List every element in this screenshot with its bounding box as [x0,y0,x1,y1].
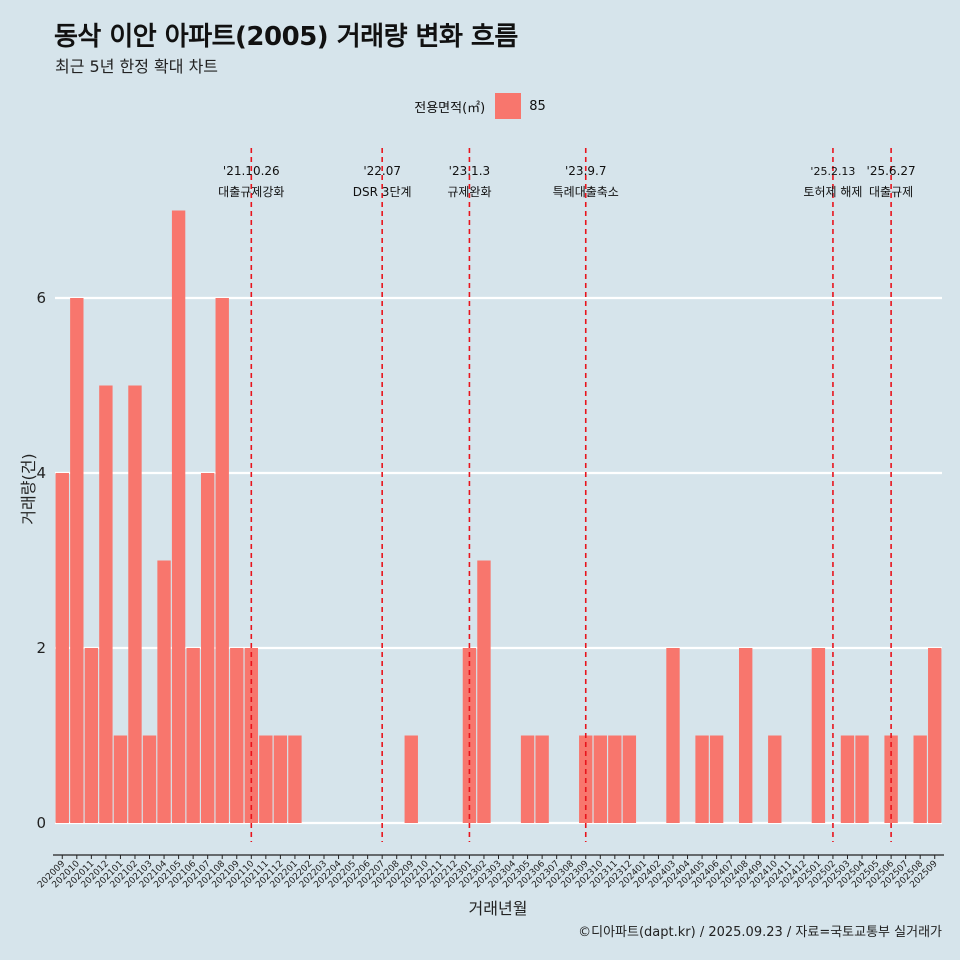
bar-202104 [157,560,171,823]
bar-202508 [913,735,927,823]
bar-202406 [709,735,724,823]
event-date: '21.10.26 [223,164,280,178]
event-label: 대출규제강화 [218,185,284,199]
x-axis: 2020092020102020112020122021012021022021… [36,854,944,890]
event-lines: '21.10.26 대출규제강화 '22.07 DSR 3단계 '23.1.3 규제완화 '… [218,148,916,842]
event-label: 특례대출축소 [553,185,619,199]
bar-202408 [739,648,753,823]
bar-202305 [520,735,535,823]
event-date: '25.6.27 [867,164,916,178]
bar-202302 [477,560,491,823]
y-axis-label: 거래량(건) [19,453,38,524]
bar-202108 [215,298,229,823]
bar-202111 [259,735,273,823]
bar-202106 [186,648,200,823]
legend-item-label: 85 [529,98,546,114]
bar-202403 [666,648,680,823]
legend: 전용면적(㎡) 85 [0,93,960,119]
bar-202503 [840,735,855,823]
legend-title: 전용면적(㎡) [414,100,486,116]
bar-202109 [230,648,244,823]
x-axis-label: 거래년월 [469,899,528,918]
y-tick-label: 6 [36,289,46,307]
bar-202201 [288,735,302,823]
bar-202405 [695,735,709,823]
event-date: '22.07 [363,164,401,178]
bar-202504 [855,735,869,823]
event-label: DSR 3단계 [353,185,412,199]
event-date: '23.9.7 [565,164,606,178]
bar-202101 [113,735,128,823]
chart-title: 동삭 이안 아파트(2005) 거래량 변화 흐름 [54,22,518,52]
bar-202010 [70,298,84,823]
event-label: 규제완화 [447,185,491,199]
bar-202107 [200,473,215,823]
event-label: 토허제 해제 [803,185,862,199]
bar-202209 [404,735,418,823]
bar-202105 [171,210,186,823]
bar-202501 [811,648,826,823]
y-tick-label: 2 [36,639,46,657]
event-date: '25.2.13 [810,165,855,178]
bar-202009 [55,473,69,823]
event-date: '23.1.3 [449,164,490,178]
chart-subtitle: 최근 5년 한정 확대 차트 [55,57,219,76]
y-tick-label: 4 [36,464,46,482]
bars [55,210,942,823]
source-caption: ©디아파트(dapt.kr) / 2025.09.23 / 자료=국토교통부 실… [578,925,942,940]
legend-swatch [495,93,522,119]
y-tick-label: 0 [36,814,46,832]
bar-202103 [142,735,157,823]
bar-202312 [622,735,637,823]
bar-202112 [273,735,288,823]
bar-202509 [928,648,942,823]
bar-202102 [128,385,142,823]
bar-202011 [84,648,99,823]
bar-202410 [768,735,782,823]
bar-202311 [608,735,622,823]
y-axis-ticks: 0 2 4 6 [36,289,46,832]
bar-202310 [593,735,607,823]
event-label: 대출규제 [869,185,913,199]
bar-202306 [535,735,549,823]
bar-202012 [99,385,113,823]
